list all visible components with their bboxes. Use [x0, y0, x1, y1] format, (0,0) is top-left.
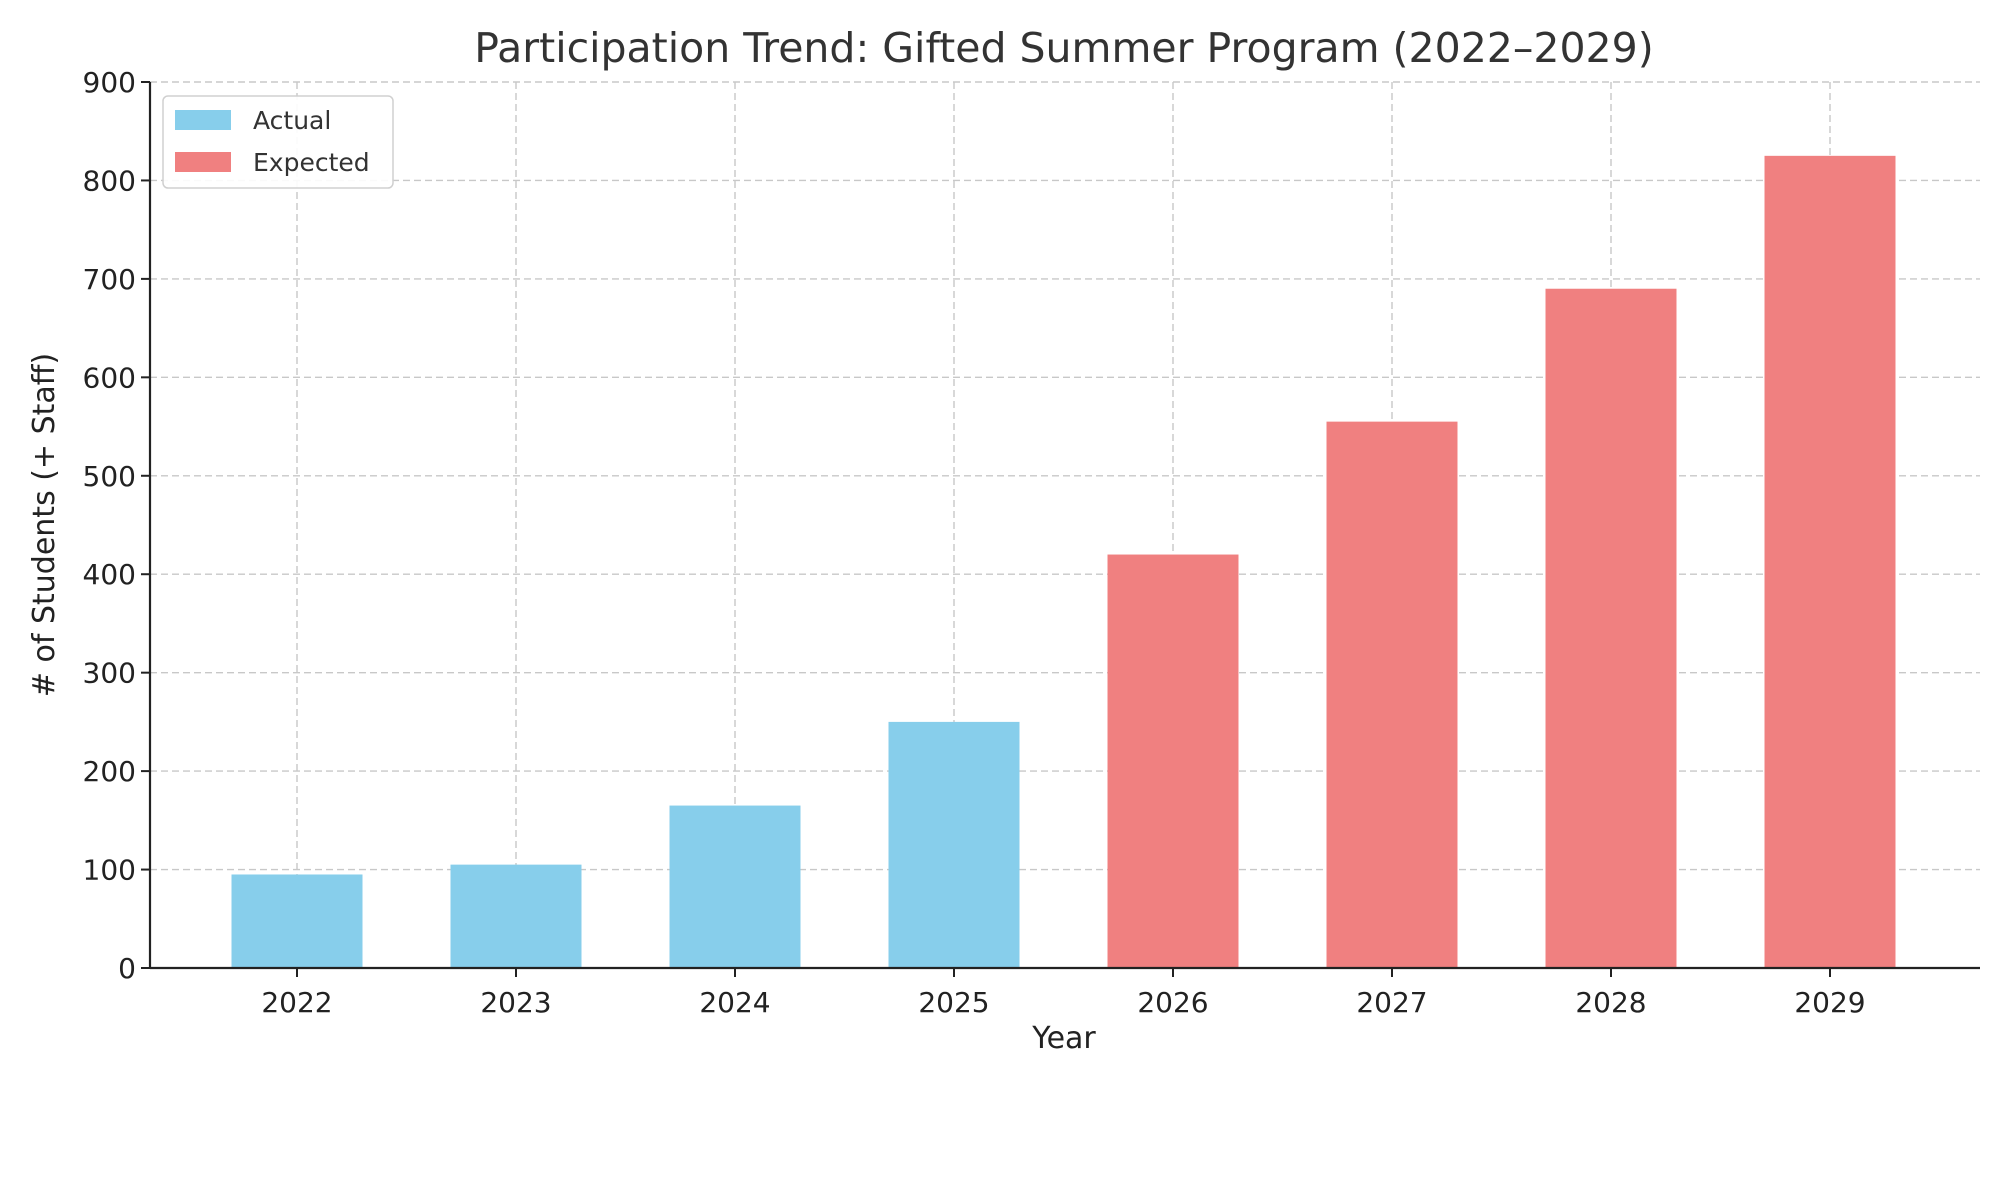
bar-expected-2027 — [1326, 421, 1458, 969]
y-tick-label: 900 — [83, 66, 136, 99]
bar-actual-2025 — [888, 721, 1020, 968]
legend: Actual Expected — [162, 95, 394, 189]
bars — [231, 155, 1896, 969]
bar-expected-2028 — [1545, 288, 1677, 968]
bar-expected-2026 — [1107, 554, 1239, 968]
tick-labels: 0 100 200 300 400 500 600 700 800 900 2022 2023 2024… — [83, 66, 1866, 1019]
x-tick-label: 2025 — [918, 986, 989, 1019]
x-tick-label: 2026 — [1137, 986, 1208, 1019]
y-tick-label: 400 — [83, 558, 136, 591]
y-tick-label: 600 — [83, 361, 136, 394]
x-axis-label: Year — [1031, 1021, 1096, 1056]
y-tick-label: 500 — [83, 460, 136, 493]
legend-swatch-actual — [175, 110, 231, 130]
x-tick-label: 2022 — [261, 986, 332, 1019]
x-tick-label: 2027 — [1356, 986, 1427, 1019]
legend-label-expected: Expected — [253, 148, 370, 177]
y-tick-label: 700 — [83, 263, 136, 296]
bar-actual-2024 — [669, 805, 801, 968]
legend-swatch-expected — [175, 152, 231, 172]
x-tick-label: 2029 — [1794, 986, 1865, 1019]
y-tick-label: 300 — [83, 657, 136, 690]
bar-actual-2022 — [231, 874, 363, 968]
y-tick-label: 100 — [83, 854, 136, 887]
bar-expected-2029 — [1764, 155, 1896, 969]
y-tick-label: 200 — [83, 755, 136, 788]
x-tick-label: 2028 — [1575, 986, 1646, 1019]
chart-title: Participation Trend: Gifted Summer Progr… — [474, 24, 1653, 72]
bar-actual-2023 — [450, 864, 582, 968]
x-tick-label: 2023 — [480, 986, 551, 1019]
legend-label-actual: Actual — [253, 106, 331, 135]
y-tick-label: 0 — [118, 952, 136, 985]
y-axis-label: # of Students (+ Staff) — [27, 353, 62, 697]
x-tick-label: 2024 — [699, 986, 770, 1019]
axes — [141, 81, 1980, 977]
y-tick-label: 800 — [83, 164, 136, 197]
